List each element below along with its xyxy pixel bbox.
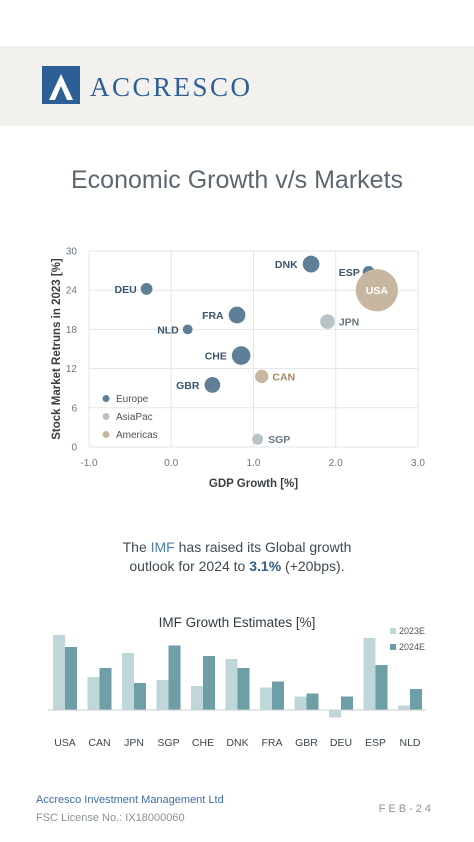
footer-date: FEB-24 [378,803,434,815]
scatter-point-gbr [204,377,221,393]
scatter-point-can [255,369,269,384]
category-label-nld: NLD [399,737,420,749]
bar-sgp-2024e [168,645,181,710]
point-label-esp: ESP [339,267,360,279]
bar-can-2024e [99,668,112,710]
point-label-deu: DEU [115,284,137,296]
scatter-point-dnk [302,255,320,273]
legend-label-europe: Europe [116,394,149,405]
bar-jpn-2023e [122,653,134,710]
legend-label-americas: Americas [116,430,158,441]
point-label-gbr: GBR [176,380,200,392]
logo-icon [42,66,80,104]
category-label-dnk: DNK [226,737,248,749]
x-tick-label: 0.0 [164,458,178,469]
x-tick-label: 3.0 [411,458,425,469]
point-label-dnk: DNK [275,259,298,271]
bar-gbr-2023e [294,696,307,710]
point-label-can: CAN [272,371,295,383]
y-tick-label: 24 [66,286,78,297]
point-label-sgp: SGP [268,434,290,446]
bar-fra-2024e [272,681,284,710]
legend-label-asiapac: AsiaPac [116,412,153,423]
category-label-deu: DEU [330,737,352,749]
point-label-fra: FRA [202,310,224,322]
imf-note: The IMF has raised its Global growth out… [0,538,474,576]
bar-usa-2023e [53,635,65,710]
y-tick-label: 12 [66,364,78,375]
category-label-can: CAN [88,737,110,749]
point-label-nld: NLD [157,324,179,336]
bar-chart-title: IMF Growth Estimates [%] [159,615,316,630]
category-label-fra: FRA [262,737,283,749]
bar-jpn-2024e [134,683,146,710]
category-label-sgp: SGP [157,737,179,749]
bar-legend-marker-2023e [390,628,396,634]
bar-dnk-2023e [225,659,238,710]
footer-company: Accresco Investment Management Ltd [36,794,224,806]
note-part3: outlook for 2024 to [129,558,250,574]
bar-legend-marker-2024e [390,644,396,650]
bar-esp-2024e [375,665,388,710]
legend-marker-asiapac [102,413,110,420]
y-tick-label: 30 [66,247,78,258]
note-part4: (+20bps). [281,558,345,574]
scatter-point-che [231,346,251,365]
scatter-chart: 0 6 12 18 24 30 -1.0 0.0 1.0 2.0 3.0 GDP Growth [%]… [51,247,425,491]
category-label-usa: USA [54,737,76,749]
scatter-point-sgp [252,433,264,445]
bar-sgp-2023e [156,680,169,710]
note-value: 3.1% [249,558,282,574]
category-label-gbr: GBR [295,737,318,749]
legend-marker-americas [102,431,110,438]
scatter-point-usa [355,269,398,312]
note-imf: IMF [150,539,175,555]
x-tick-label: 2.0 [329,458,343,469]
note-part1: The [122,539,151,555]
note-part2: has raised its Global growth [174,539,352,555]
bar-deu-2024e [341,696,353,710]
bar-esp-2023e [363,638,376,710]
bar-usa-2024e [65,647,77,710]
y-tick-label: 0 [71,443,77,454]
bar-deu-2023e [329,710,341,718]
bar-nld-2024e [410,689,422,710]
x-tick-label: 1.0 [247,458,261,469]
y-tick-label: 6 [71,403,77,414]
bar-legend-label-2024e: 2024E [399,642,425,652]
x-axis-label: GDP Growth [%] [209,478,298,490]
imf-note-line1: The IMF has raised its Global growth [0,538,474,557]
scatter-point-fra [228,306,246,324]
scatter-point-deu [140,282,153,295]
bar-che-2024e [203,656,215,710]
legend-marker-europe [102,395,110,402]
category-label-esp: ESP [365,737,386,749]
y-axis-label: Stock Market Retruns in 2023 [%] [51,258,63,440]
category-label-che: CHE [192,737,214,749]
bar-fra-2023e [260,687,272,710]
point-label-che: CHE [205,351,227,363]
page-title: Economic Growth v/s Markets [70,166,404,194]
point-label-usa: USA [366,285,389,297]
point-label-jpn: JPN [339,317,359,329]
bar-legend-label-2023e: 2023E [399,626,425,636]
bar-che-2023e [191,686,203,710]
category-label-jpn: JPN [124,737,144,749]
scatter-point-nld [182,324,193,335]
bar-gbr-2024e [306,693,319,710]
imf-note-line2: outlook for 2024 to 3.1% (+20bps). [0,557,474,576]
scatter-point-jpn [320,314,335,329]
x-tick-label: -1.0 [80,458,98,469]
bar-dnk-2024e [237,668,250,710]
header-banner: ACCRESCO [0,46,474,126]
footer-license: FSC License No.: IX18000060 [36,812,185,824]
y-tick-label: 18 [66,325,78,336]
bar-nld-2023e [398,705,410,710]
brand-name: ACCRESCO [90,72,253,102]
bar-can-2023e [87,677,100,710]
